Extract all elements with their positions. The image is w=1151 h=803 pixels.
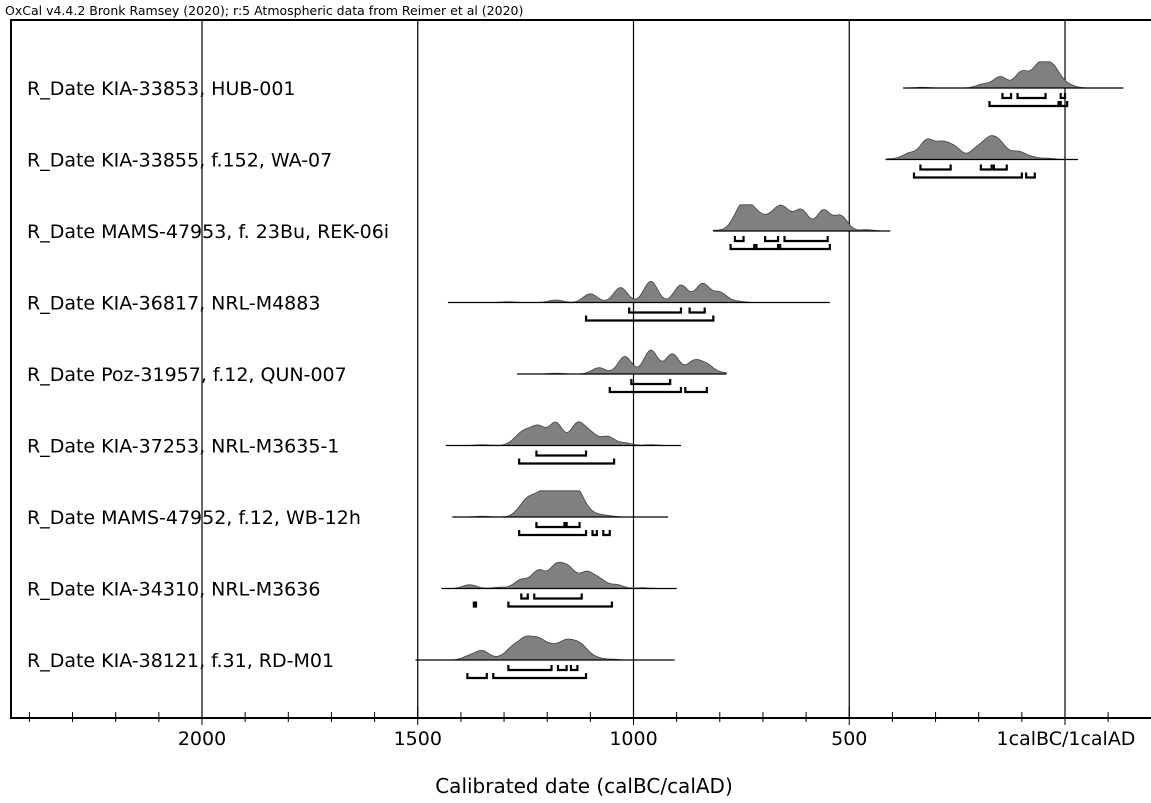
gridlines	[201, 20, 1066, 718]
sample-label: R_Date KIA-36817, NRL-M4883	[27, 293, 320, 315]
range-68	[979, 164, 993, 171]
sample-label: R_Date KIA-33853, HUB-001	[27, 78, 296, 100]
range-95	[472, 601, 478, 608]
range-95	[507, 601, 614, 608]
sample-label: R_Date KIA-33855, f.152, WA-07	[27, 150, 332, 172]
range-95	[602, 530, 611, 537]
probability-distribution	[448, 280, 830, 303]
distribution-row: R_Date MAMS-47953, f. 23Bu, REK-06i	[27, 204, 891, 251]
range-68	[783, 236, 829, 243]
range-95	[779, 244, 831, 251]
sample-label: R_Date Poz-31957, f.12, QUN-007	[27, 364, 347, 386]
range-95	[1025, 172, 1036, 179]
range-68	[1016, 93, 1047, 100]
sample-label: R_Date KIA-34310, NRL-M3636	[27, 579, 320, 601]
distribution-row: R_Date KIA-33853, HUB-001	[27, 61, 1124, 108]
probability-distribution	[885, 135, 1078, 160]
plot-frame	[10, 19, 1151, 719]
range-68	[535, 450, 588, 457]
range-68	[919, 164, 952, 171]
tick-label: 1500	[394, 728, 442, 750]
range-95	[492, 673, 588, 680]
probability-distribution	[712, 204, 891, 232]
x-axis-title: Calibrated date (calBC/calAD)	[435, 774, 733, 798]
distribution-rows: R_Date KIA-33853, HUB-001 R_Date KIA-3385…	[27, 61, 1124, 680]
range-68	[565, 522, 581, 529]
tick-label: 1000	[609, 728, 657, 750]
sample-label: R_Date MAMS-47953, f. 23Bu, REK-06i	[27, 221, 389, 243]
tick-label: 1calBC/1calAD	[997, 728, 1136, 750]
range-68	[628, 307, 683, 314]
header-credit: OxCal v4.4.2 Bronk Ramsey (2020); r:5 At…	[5, 3, 523, 18]
range-68	[630, 379, 672, 386]
distribution-row: R_Date KIA-38121, f.31, RD-M01	[27, 635, 675, 680]
range-95	[591, 530, 598, 537]
probability-distribution	[517, 349, 727, 375]
sample-label: R_Date KIA-38121, f.31, RD-M01	[27, 650, 334, 672]
probability-distribution	[452, 490, 668, 518]
range-95	[608, 387, 683, 394]
distribution-row: R_Date KIA-34310, NRL-M3636	[27, 561, 677, 608]
probability-distribution	[441, 561, 677, 589]
range-68	[1001, 93, 1013, 100]
probability-distribution	[903, 61, 1124, 89]
range-68	[533, 593, 583, 600]
distribution-row: R_Date KIA-37253, NRL-M3635-1	[27, 421, 681, 465]
range-95	[584, 315, 715, 322]
range-95	[518, 530, 588, 537]
probability-distribution	[415, 635, 675, 661]
range-68	[1059, 93, 1067, 100]
range-95	[684, 387, 708, 394]
range-95	[466, 673, 488, 680]
range-95	[988, 101, 1060, 108]
x-axis: 2000 1500 1000 500 1calBC/1calAD	[28, 706, 1136, 750]
range-68	[520, 593, 529, 600]
range-68	[535, 522, 566, 529]
range-68	[733, 236, 745, 243]
range-68	[764, 236, 780, 243]
distribution-row: R_Date Poz-31957, f.12, QUN-007	[27, 349, 727, 394]
distribution-row: R_Date MAMS-47952, f.12, WB-12h	[27, 490, 669, 537]
range-68	[688, 307, 706, 314]
tick-label: 500	[831, 728, 867, 750]
range-68	[556, 665, 568, 672]
sample-label: R_Date MAMS-47952, f.12, WB-12h	[27, 507, 361, 529]
tick-label: 2000	[178, 728, 226, 750]
range-68	[507, 665, 553, 672]
sample-label: R_Date KIA-37253, NRL-M3635-1	[27, 436, 339, 458]
probability-distribution	[445, 421, 681, 446]
range-68	[569, 665, 579, 672]
range-95	[518, 458, 616, 465]
distribution-row: R_Date KIA-36817, NRL-M4883	[27, 280, 830, 322]
range-68	[992, 164, 1008, 171]
range-95	[1059, 101, 1069, 108]
distribution-row: R_Date KIA-33855, f.152, WA-07	[27, 135, 1078, 179]
range-95	[755, 244, 780, 251]
range-95	[729, 244, 756, 251]
range-95	[912, 172, 1023, 179]
